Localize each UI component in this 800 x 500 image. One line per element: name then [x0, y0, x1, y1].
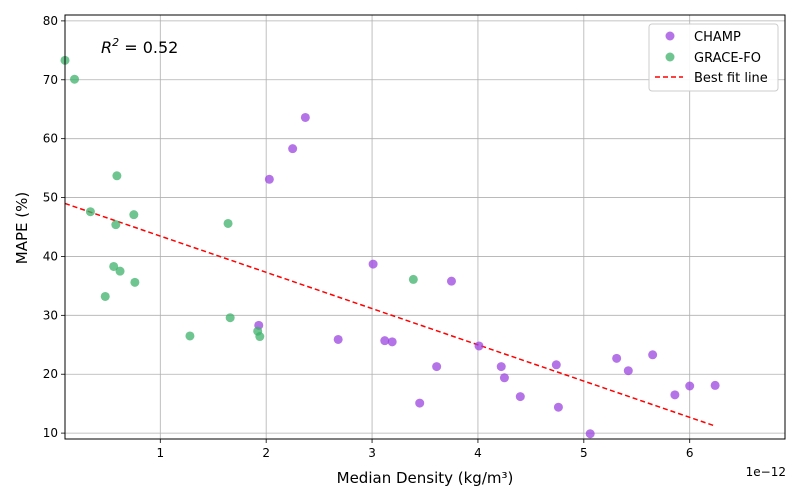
- grace-fo-point: [100, 291, 110, 301]
- grace-fo-point: [109, 261, 119, 271]
- legend-label-grace-fo: GRACE-FO: [694, 51, 761, 66]
- champ-point: [623, 366, 633, 376]
- plot-frame: [64, 14, 786, 440]
- x-tick-label: 2: [262, 446, 270, 460]
- x-tick-label: 1: [156, 446, 164, 460]
- y-tick-label: 40: [43, 249, 58, 263]
- legend-label-champ: CHAMP: [694, 30, 741, 45]
- data-points: [60, 55, 720, 439]
- champ-point: [380, 336, 390, 346]
- champ-point: [670, 390, 680, 400]
- legend-box: [648, 23, 779, 92]
- champ-point: [264, 174, 274, 184]
- y-tick-label: 70: [43, 73, 58, 87]
- champ-point: [648, 350, 658, 360]
- champ-point: [446, 276, 456, 286]
- y-tick-label: 20: [43, 367, 58, 381]
- champ-point: [415, 398, 425, 408]
- grace-fo-point: [223, 218, 233, 228]
- grace-fo-point: [185, 331, 195, 341]
- y-tick-label: 60: [43, 132, 58, 146]
- annotation-value: = 0.52: [119, 38, 178, 57]
- grace-fo-point: [225, 313, 235, 323]
- y-tick-label: 80: [43, 14, 58, 28]
- champ-point: [432, 362, 442, 372]
- grace-fo-point: [130, 277, 140, 287]
- y-tick-label: 10: [43, 426, 58, 440]
- champ-point: [368, 259, 378, 269]
- legend-label-best-fit: Best fit line: [694, 71, 768, 86]
- champ-point: [685, 381, 695, 391]
- x-axis-label: Median Density (kg/m³): [337, 469, 514, 487]
- champ-point: [288, 144, 298, 154]
- grace-fo-point: [111, 220, 121, 230]
- champ-point: [300, 112, 310, 122]
- x-tick-label: 6: [686, 446, 694, 460]
- y-tick-label: 50: [43, 191, 58, 205]
- grace-fo-point: [112, 171, 122, 181]
- best-fit-line-layer: [64, 202, 716, 427]
- legend-marker-grace-fo: [665, 52, 675, 62]
- r-squared-annotation: R2 = 0.52: [101, 36, 178, 57]
- grace-fo-point: [115, 266, 125, 276]
- x-tick-label: 3: [368, 446, 376, 460]
- grace-fo-point: [70, 74, 80, 84]
- champ-point: [551, 360, 561, 370]
- grace-fo-point: [408, 274, 418, 284]
- y-axis-label: MAPE (%): [13, 192, 31, 264]
- legend: CHAMP GRACE-FO Best fit line: [648, 23, 779, 92]
- champ-point: [553, 402, 563, 412]
- champ-point: [496, 362, 506, 372]
- axis-ticks: 1 2 3 4 5 6 10 20 30 40 50 60 70 80: [43, 14, 694, 460]
- champ-point: [612, 353, 622, 363]
- grid-lines: [65, 15, 785, 439]
- grace-fo-point: [129, 210, 139, 220]
- champ-point: [515, 392, 525, 402]
- champ-point: [499, 373, 509, 383]
- champ-point: [387, 337, 397, 347]
- champ-point: [474, 341, 484, 351]
- x-tick-label: 5: [580, 446, 588, 460]
- champ-point: [585, 429, 595, 439]
- annotation-superscript: 2: [112, 36, 119, 49]
- champ-point: [710, 380, 720, 390]
- best-fit-line: [64, 202, 716, 427]
- annotation-prefix: R: [101, 38, 112, 57]
- x-tick-label: 4: [474, 446, 482, 460]
- grace-fo-point: [85, 207, 95, 217]
- y-tick-label: 30: [43, 308, 58, 322]
- x-axis-offset-label: 1e−12: [746, 465, 786, 479]
- legend-marker-champ: [665, 31, 675, 41]
- champ-point: [333, 334, 343, 344]
- grace-fo-point: [255, 332, 265, 342]
